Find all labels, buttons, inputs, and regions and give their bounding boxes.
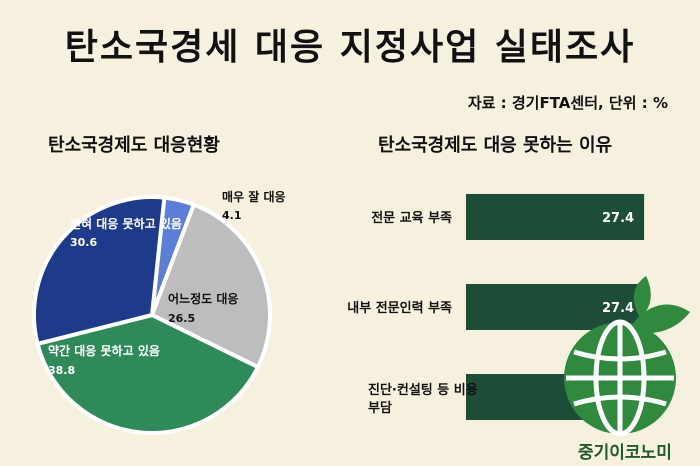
pie-slice-label: 매우 잘 대응	[222, 189, 286, 204]
bar-category-label: 전문 교육 부족	[371, 210, 452, 226]
pie-slice-label: 약간 대응 못하고 있음	[48, 343, 160, 358]
bar-category-label: 부담	[368, 401, 392, 416]
pie-slice-value: 30.6	[70, 236, 97, 249]
bar-value-label: 27.4	[602, 211, 634, 226]
source-note: 자료 : 경기FTA센터, 단위 : %	[467, 94, 668, 112]
pie-slice	[32, 195, 167, 347]
globe-leaf-logo-icon	[564, 276, 690, 437]
pie-chart: 매우 잘 대응 4.1 어느정도 대응 26.5 약간 대응 못하고 있음 38.8 전혀 …	[32, 189, 286, 435]
pie-slice-value: 26.5	[168, 312, 195, 325]
bar-chart-title: 탄소국경제도 대응 못하는 이유	[378, 135, 613, 156]
logo-text: 중기이코노미	[578, 443, 672, 463]
pie-slice-value: 4.1	[222, 209, 242, 222]
pie-slice-value: 38.8	[48, 364, 75, 377]
bar-value-label: 27.4	[602, 301, 634, 316]
bar-category-label: 진단·컨설팅 등 비용	[368, 382, 478, 398]
pie-slice-label: 전혀 대응 못하고 있음	[70, 216, 182, 231]
pie-slice-label: 어느정도 대응	[168, 291, 238, 306]
pie-chart-title: 탄소국경제도 대응현황	[48, 135, 220, 156]
bar-mark	[466, 194, 645, 240]
bar-category-label: 내부 전문인력 부족	[347, 300, 452, 316]
page-title: 탄소국경세 대응 지정사업 실태조사	[64, 27, 636, 68]
pie-slice	[149, 202, 272, 370]
pie-slice	[35, 312, 261, 435]
